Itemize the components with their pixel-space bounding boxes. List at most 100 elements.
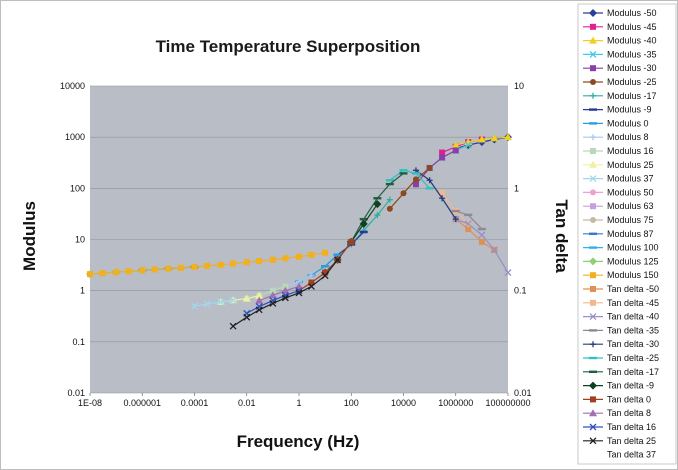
data-point (281, 294, 289, 302)
x-tick-label: 100000000 (485, 398, 530, 408)
series-line (389, 167, 431, 210)
series-line (455, 218, 495, 251)
data-point (464, 141, 472, 149)
data-point (87, 271, 93, 278)
legend-label: Modulus -50 (607, 8, 657, 18)
data-point (385, 182, 394, 186)
legend-label: Modulus -35 (607, 49, 657, 59)
data-point (504, 133, 512, 141)
data-point (295, 282, 303, 290)
y-tick-label: 0.01 (67, 388, 85, 398)
data-point (165, 265, 172, 272)
data-point (348, 238, 355, 245)
legend-item: Modulus 125 (583, 256, 659, 266)
data-point (412, 176, 419, 183)
legend-label: Tan delta -45 (607, 298, 659, 308)
legend-marker (589, 232, 597, 235)
data-point (478, 231, 486, 239)
legend-marker (589, 423, 597, 431)
legend-item: Modulus 0 (583, 118, 649, 128)
series-24 (412, 167, 459, 223)
legend-marker (589, 36, 597, 44)
data-point (385, 179, 394, 182)
data-point (217, 261, 224, 268)
legend-item: Tan delta -50 (583, 284, 659, 294)
data-point (191, 302, 198, 310)
legend-label: Modulus 50 (607, 187, 654, 197)
data-point (243, 259, 250, 266)
legend-label: Modulus 75 (607, 215, 654, 225)
legend-marker (590, 92, 596, 99)
data-point (269, 256, 276, 263)
legend-label: Modulus 0 (607, 118, 649, 128)
data-point (477, 227, 486, 231)
legend-item: Modulus 8 (583, 132, 649, 142)
data-point (177, 264, 184, 271)
legend-marker (590, 65, 596, 72)
data-point (451, 141, 460, 149)
x-tick-label: 0.01 (238, 398, 256, 408)
legend-item: Modulus 150 (583, 270, 659, 280)
legend-item: Modulus 100 (583, 243, 659, 253)
series-5 (386, 164, 433, 212)
legend-marker (589, 409, 597, 417)
data-point (374, 212, 381, 219)
data-point (465, 226, 472, 233)
legend-item: Modulus 50 (583, 187, 654, 197)
data-point (282, 283, 289, 290)
data-point (333, 253, 342, 257)
data-point (308, 279, 315, 286)
data-point (125, 268, 132, 275)
legend-marker (589, 160, 597, 168)
legend-marker (590, 23, 596, 30)
data-point (451, 209, 460, 213)
y-tick-label: 0.1 (72, 337, 85, 347)
legend-item: Modulus -50 (583, 8, 657, 18)
legend-marker (589, 329, 597, 332)
legend-item: Tan delta -45 (583, 298, 659, 308)
legend-item: Modulus -40 (583, 36, 657, 46)
legend-marker (590, 203, 596, 210)
data-point (151, 266, 158, 273)
legend-marker (589, 356, 597, 360)
data-point (296, 253, 302, 260)
y2-tick-label: 10 (514, 81, 524, 91)
legend-item: Modulus -9 (583, 105, 652, 115)
legend-marker (589, 246, 597, 249)
legend-label: Modulus -9 (607, 105, 652, 115)
data-point (426, 164, 433, 171)
legend-label: Modulus -30 (607, 63, 657, 73)
legend-marker (590, 148, 596, 154)
data-point (386, 205, 393, 212)
legend-item: Modulus 63 (583, 201, 654, 211)
legend-item: Tan delta 25 (583, 436, 656, 446)
legend-marker (590, 396, 596, 403)
legend-label: Modulus 125 (607, 256, 659, 266)
legend-label: Modulus -45 (607, 22, 657, 32)
data-point (464, 220, 472, 228)
y-tick-label: 100 (70, 183, 85, 193)
data-point (308, 251, 315, 258)
data-point (203, 262, 210, 269)
data-point (386, 196, 393, 203)
series-29 (255, 282, 303, 304)
data-point (269, 287, 276, 294)
data-point (452, 216, 459, 223)
data-point (439, 154, 446, 161)
x-tick-label: 100 (344, 398, 359, 408)
legend-marker (590, 79, 596, 85)
legend-marker (589, 175, 597, 183)
legend-label: Tan delta -30 (607, 339, 659, 349)
data-point (439, 190, 446, 197)
x-tick-label: 0.0001 (181, 398, 209, 408)
legend-item: Modulus -45 (583, 22, 657, 32)
legend-marker (589, 50, 597, 58)
data-point (464, 213, 473, 217)
data-point (439, 195, 446, 202)
series-12 (191, 296, 237, 310)
legend-label: Tan delta -40 (607, 312, 659, 322)
data-point (229, 296, 237, 304)
y-tick-label: 1000 (65, 132, 85, 142)
